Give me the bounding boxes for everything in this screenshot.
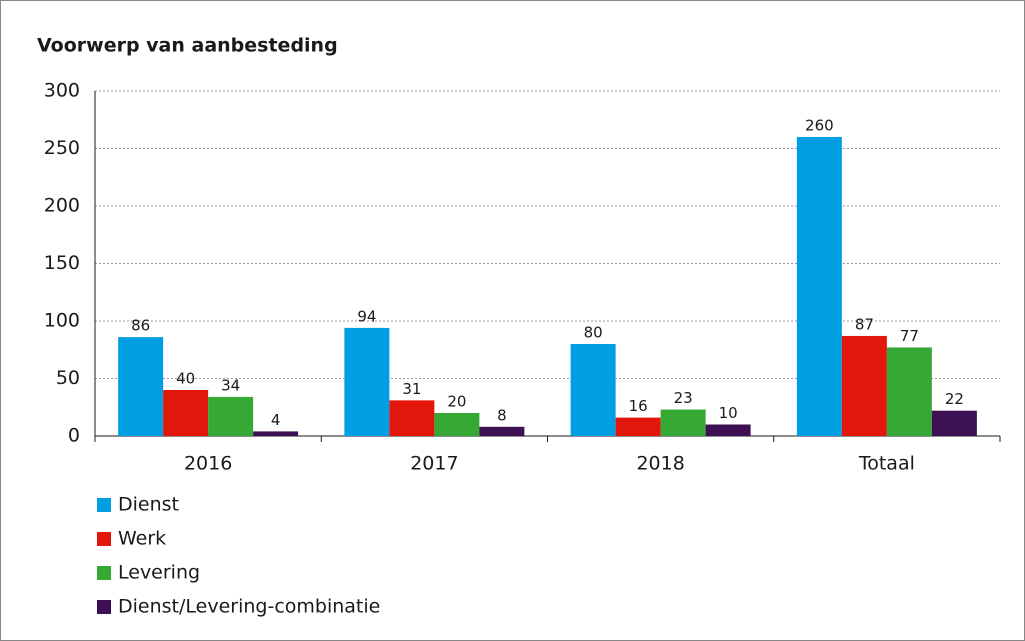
legend-label: Werk [118, 528, 166, 550]
bar [796, 137, 842, 436]
y-tick-label: 200 [44, 195, 80, 217]
value-label: 10 [719, 404, 738, 422]
bar [118, 337, 164, 436]
y-tick-label: 50 [56, 367, 80, 389]
bar [344, 327, 390, 436]
value-label: 4 [271, 411, 281, 429]
bar [931, 410, 977, 436]
bar [886, 347, 932, 436]
value-label: 16 [629, 397, 648, 415]
legend-label: Dienst [118, 494, 179, 516]
value-label: 94 [357, 307, 376, 325]
value-label: 40 [176, 370, 195, 388]
y-tick-label: 0 [68, 425, 80, 447]
bar [570, 344, 616, 436]
chart-title: Voorwerp van aanbesteding [37, 35, 338, 57]
y-tick-label: 250 [44, 137, 80, 159]
value-label: 31 [402, 380, 421, 398]
bar [434, 413, 480, 436]
legend-swatch [97, 532, 111, 546]
value-label: 20 [447, 393, 466, 411]
x-tick-label: 2018 [636, 453, 684, 475]
x-tick-label: Totaal [858, 453, 915, 475]
legend-swatch [97, 566, 111, 580]
value-label: 86 [131, 317, 150, 335]
value-label: 87 [855, 315, 874, 333]
bar [163, 390, 209, 436]
value-label: 8 [497, 406, 507, 424]
value-label: 80 [584, 324, 603, 342]
value-label: 260 [805, 117, 834, 135]
bar [389, 400, 435, 436]
bar [208, 396, 254, 436]
legend-label: Dienst/Levering-combinatie [118, 596, 380, 618]
legend-swatch [97, 600, 111, 614]
bar [841, 335, 887, 436]
bar [253, 431, 299, 436]
value-label: 23 [674, 389, 693, 407]
legend-swatch [97, 498, 111, 512]
y-tick-label: 150 [44, 252, 80, 274]
value-label: 22 [945, 390, 964, 408]
x-tick-label: 2016 [184, 453, 232, 475]
legend-label: Levering [118, 562, 200, 584]
bar [479, 426, 525, 436]
value-label: 77 [900, 327, 919, 345]
bar [705, 424, 751, 436]
bar [660, 409, 706, 436]
x-tick-label: 2017 [410, 453, 458, 475]
bar [615, 417, 661, 436]
value-label: 34 [221, 376, 240, 394]
y-tick-label: 100 [44, 310, 80, 332]
y-tick-label: 300 [44, 80, 80, 102]
